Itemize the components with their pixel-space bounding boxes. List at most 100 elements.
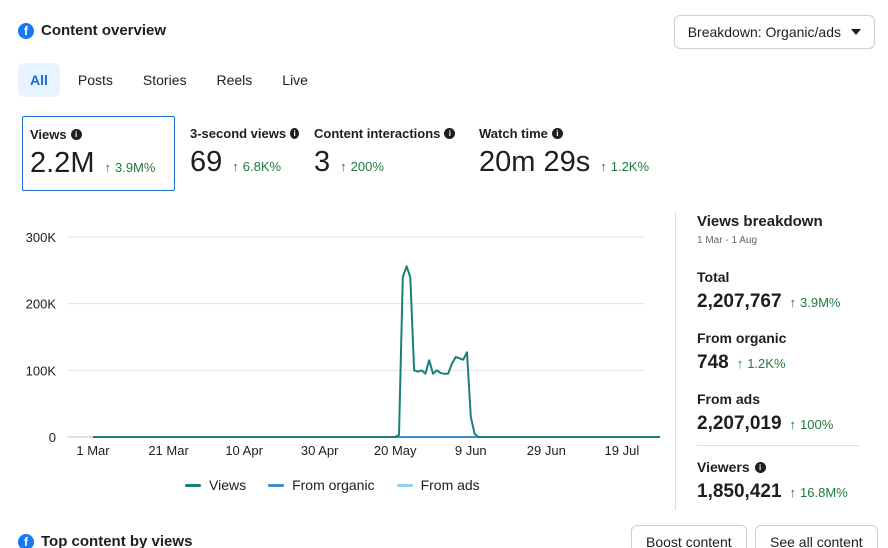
breakdown-from-ads: From ads 2,207,019 ↑ 100% (697, 391, 877, 435)
metric-delta-value: 3.9M% (114, 160, 156, 175)
series-line-views (93, 265, 660, 438)
facebook-icon: f (18, 533, 34, 548)
metric-label-wrap: Content interactions i (314, 126, 464, 141)
legend-item-from-ads[interactable]: From ads (396, 477, 480, 493)
info-icon[interactable]: i (551, 128, 563, 139)
see-all-content-button[interactable]: See all content (755, 525, 878, 548)
content-type-tabs: All Posts Stories Reels Live (18, 63, 320, 97)
breakdown-value: 2,207,767 (697, 291, 782, 312)
breakdown-viewers: Viewers i 1,850,421 ↑ 16.8M% (697, 459, 877, 503)
metric-content-interactions[interactable]: Content interactions i 3 ↑ 200% (307, 116, 472, 191)
breakdown-row: 2,207,767 ↑ 3.9M% (697, 291, 877, 313)
tab-reels[interactable]: Reels (216, 72, 253, 88)
info-icon[interactable]: i (754, 461, 766, 473)
breakdown-from-organic: From organic 748 ↑ 1.2K% (697, 330, 877, 374)
breakdown-total: Total 2,207,767 ↑ 3.9M% (697, 269, 877, 313)
legend-label: From ads (420, 477, 480, 493)
metric-row: 3 ↑ 200% (314, 146, 464, 179)
breakdown-delta: ↑ 1.2K% (737, 356, 786, 371)
legend-label: Views (209, 477, 247, 493)
metric-delta: ↑ 3.9M% (104, 160, 155, 175)
x-tick-label: 20 May (374, 443, 417, 458)
info-icon[interactable]: i (70, 129, 82, 140)
breakdown-label: From ads (697, 391, 761, 407)
breakdown-title: Views breakdown (697, 213, 823, 230)
metric-label: Watch time (479, 126, 548, 141)
x-tick-label: 21 Mar (148, 443, 189, 458)
x-tick-label: 19 Jul (605, 443, 640, 458)
legend-swatch (396, 483, 413, 487)
arrow-up-icon: ↑ (789, 417, 797, 432)
x-tick-label: 10 Apr (225, 443, 263, 458)
y-tick-label: 300K (26, 230, 57, 245)
x-tick-label: 1 Mar (76, 443, 110, 458)
legend-label: From organic (292, 477, 375, 493)
breakdown-row: 1,850,421 ↑ 16.8M% (697, 481, 877, 503)
legend-item-views[interactable]: Views (185, 477, 246, 493)
metric-delta: ↑ 1.2K% (600, 159, 649, 174)
breakdown-value: 2,207,019 (697, 413, 782, 434)
metric-delta-value: 1.2K% (610, 159, 650, 174)
breakdown-value: 1,850,421 (697, 481, 782, 502)
breakdown-delta: ↑ 100% (790, 417, 834, 432)
metric-delta-value: 6.8K% (242, 159, 282, 174)
x-tick-label: 9 Jun (455, 443, 487, 458)
breakdown-delta: ↑ 16.8M% (790, 485, 848, 500)
page-title: Content overview (41, 22, 167, 39)
metric-row: 69 ↑ 6.8K% (190, 146, 299, 179)
views-breakdown-panel: Views breakdown 1 Mar - 1 Aug Total 2,20… (697, 213, 877, 503)
breakdown-row: 748 ↑ 1.2K% (697, 352, 877, 374)
caret-down-icon (851, 29, 861, 35)
info-icon[interactable]: i (290, 128, 299, 139)
tab-stories[interactable]: Stories (142, 72, 187, 88)
info-icon[interactable]: i (444, 128, 456, 139)
breakdown-separator (697, 445, 859, 446)
tab-live[interactable]: Live (282, 72, 308, 88)
arrow-up-icon: ↑ (600, 159, 607, 174)
metric-row: 20m 29s ↑ 1.2K% (479, 146, 664, 179)
metric-label-wrap: Views i (30, 127, 166, 142)
metric-watch-time[interactable]: Watch time i 20m 29s ↑ 1.2K% (472, 116, 672, 191)
metric-label: 3-second views (190, 126, 287, 141)
y-tick-label: 0 (49, 430, 56, 445)
legend-item-from-organic[interactable]: From organic (268, 477, 375, 493)
breakdown-label: Total (697, 269, 730, 285)
x-tick-label: 30 Apr (301, 443, 339, 458)
breakdown-row: 2,207,019 ↑ 100% (697, 413, 877, 435)
breakdown-delta: ↑ 3.9M% (790, 295, 841, 310)
breakdown-label: Viewers (697, 459, 750, 475)
breakdown-dropdown[interactable]: Breakdown: Organic/ads (673, 15, 875, 49)
tab-posts[interactable]: Posts (77, 72, 113, 88)
tab-all[interactable]: All (18, 63, 60, 97)
section-title: Top content by views (41, 533, 193, 548)
y-tick-label: 200K (26, 297, 57, 312)
legend-swatch (268, 483, 285, 487)
panel-divider (675, 212, 676, 510)
breakdown-label: From organic (697, 330, 787, 346)
arrow-up-icon: ↑ (736, 356, 744, 371)
metric-value: 20m 29s (479, 146, 591, 178)
legend-swatch (185, 483, 201, 487)
y-tick-label: 100K (26, 363, 57, 378)
arrow-up-icon: ↑ (789, 485, 797, 500)
facebook-icon: f (18, 22, 34, 39)
breakdown-dropdown-label: Breakdown: Organic/ads (687, 24, 841, 40)
breakdown-date-range: 1 Mar - 1 Aug (697, 235, 758, 246)
chart-legend: Views From organic From ads (185, 477, 480, 493)
metric-views[interactable]: Views i 2.2M ↑ 3.9M% (22, 116, 175, 191)
arrow-up-icon: ↑ (340, 159, 347, 174)
metric-3-second-views[interactable]: 3-second views i 69 ↑ 6.8K% (175, 116, 307, 191)
metric-row: 2.2M ↑ 3.9M% (30, 147, 166, 180)
views-line-chart[interactable]: 0 100K 200K 300K 1 Mar 21 Mar 10 Apr 30 Apr 20 M… (0, 210, 660, 510)
breakdown-delta-value: 100% (800, 417, 834, 432)
metric-delta: ↑ 6.8K% (232, 159, 281, 174)
breakdown-delta-value: 16.8M% (800, 485, 848, 500)
boost-content-button[interactable]: Boost content (631, 525, 747, 548)
breakdown-value: 748 (697, 352, 729, 373)
arrow-up-icon: ↑ (104, 160, 111, 175)
metric-value: 69 (190, 146, 223, 178)
arrow-up-icon: ↑ (789, 295, 797, 310)
x-tick-label: 29 Jun (527, 443, 566, 458)
metric-delta: ↑ 200% (340, 159, 384, 174)
metric-label-wrap: 3-second views i (190, 126, 299, 141)
